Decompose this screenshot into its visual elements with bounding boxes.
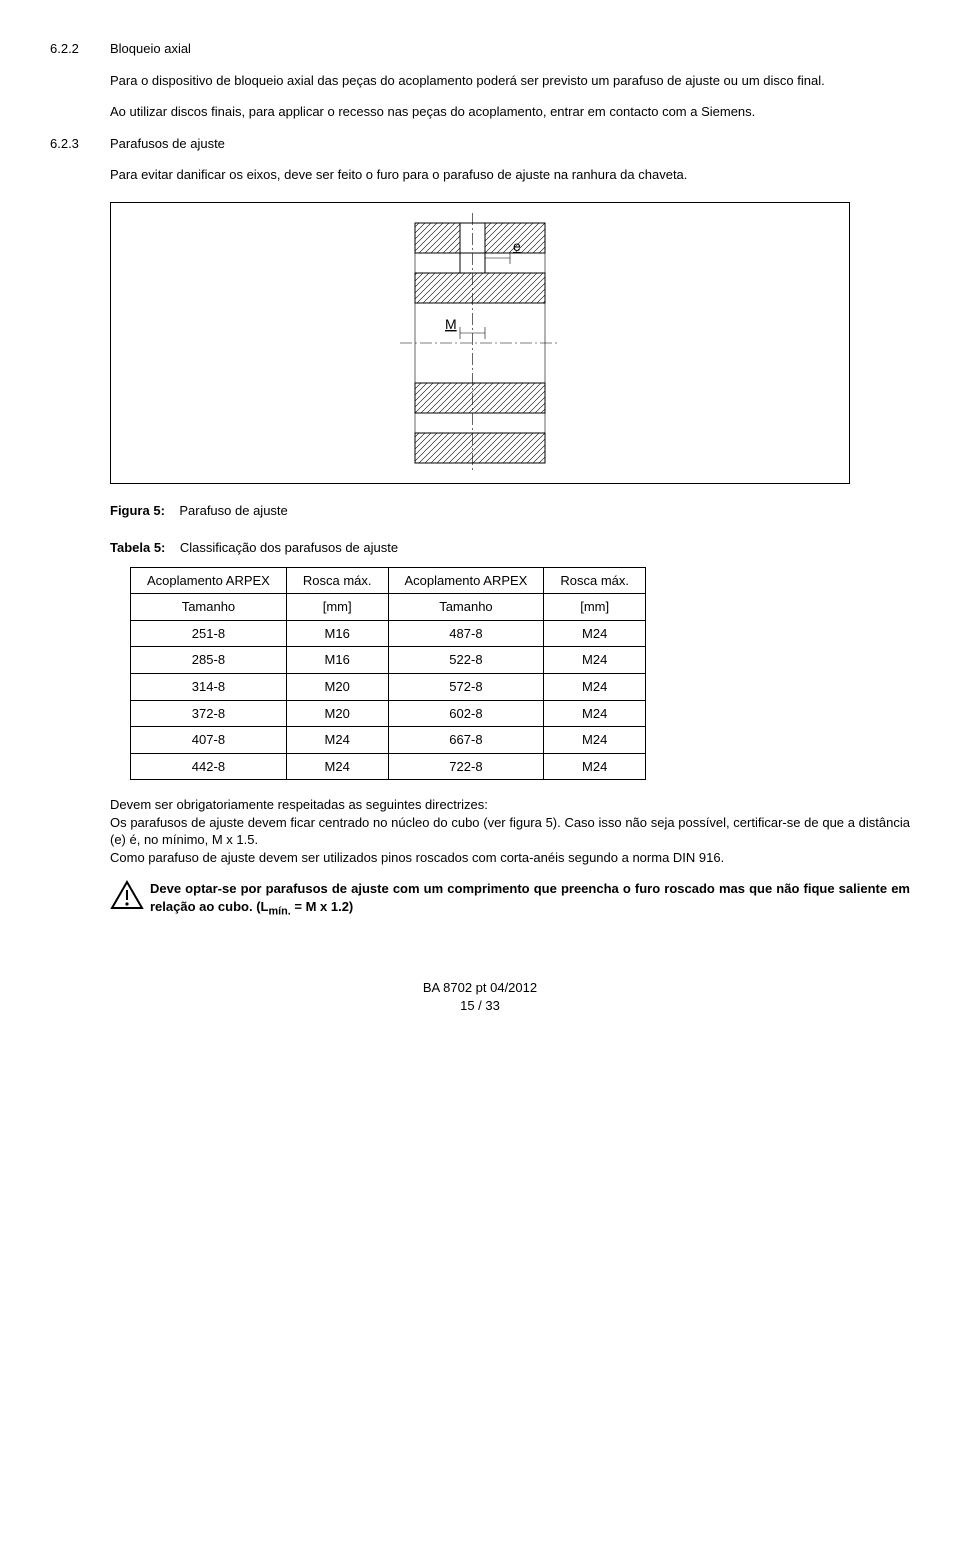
section-title: Parafusos de ajuste (110, 135, 910, 153)
table-cell: 285-8 (131, 647, 287, 674)
table-cell: 722-8 (388, 753, 544, 780)
para-623-1: Para evitar danificar os eixos, deve ser… (110, 166, 910, 184)
section-heading-623: 6.2.3 Parafusos de ajuste (50, 135, 910, 153)
warning-icon (110, 880, 150, 910)
table-cell: M24 (544, 753, 646, 780)
table-cell: M24 (544, 647, 646, 674)
guidelines-3: Como parafuso de ajuste devem ser utiliz… (110, 849, 910, 867)
footer-line-1: BA 8702 pt 04/2012 (50, 979, 910, 997)
table-cell: M24 (286, 753, 388, 780)
figure-label: Figura 5: (110, 503, 165, 518)
th: Acoplamento ARPEX (131, 567, 287, 594)
section-heading-622: 6.2.2 Bloqueio axial (50, 40, 910, 58)
table-header-row-2: Tamanho [mm] Tamanho [mm] (131, 594, 646, 621)
table-cell: M20 (286, 674, 388, 701)
table-cell: M24 (544, 620, 646, 647)
dim-e-label: e (513, 238, 521, 254)
guidelines-1: Devem ser obrigatoriamente respeitadas a… (110, 796, 910, 814)
table-cell: 372-8 (131, 700, 287, 727)
table-row: 372-8M20602-8M24 (131, 700, 646, 727)
th: [mm] (286, 594, 388, 621)
para-622-1: Para o dispositivo de bloqueio axial das… (110, 72, 910, 90)
warning-text: Deve optar-se por parafusos de ajuste co… (150, 880, 910, 919)
table-caption-text: Classificação dos parafusos de ajuste (180, 540, 398, 555)
figure-5-diagram: e M (345, 213, 615, 473)
table-row: 251-8M16487-8M24 (131, 620, 646, 647)
table-cell: 667-8 (388, 727, 544, 754)
warn-sub: mín. (268, 906, 290, 918)
table-cell: M24 (544, 700, 646, 727)
table-cell: 572-8 (388, 674, 544, 701)
dim-m-label: M (445, 316, 457, 332)
warn-post: = M x 1.2) (291, 899, 354, 914)
table-row: 285-8M16522-8M24 (131, 647, 646, 674)
guidelines-2: Os parafusos de ajuste devem ficar centr… (110, 814, 910, 849)
table-cell: 314-8 (131, 674, 287, 701)
table-header-row-1: Acoplamento ARPEX Rosca máx. Acoplamento… (131, 567, 646, 594)
section-num: 6.2.2 (50, 40, 110, 58)
footer-line-2: 15 / 33 (50, 997, 910, 1015)
table-cell: 602-8 (388, 700, 544, 727)
para-622-2: Ao utilizar discos finais, para applicar… (110, 103, 910, 121)
warning-block: Deve optar-se por parafusos de ajuste co… (110, 880, 910, 919)
table-row: 407-8M24667-8M24 (131, 727, 646, 754)
table-cell: 522-8 (388, 647, 544, 674)
table-cell: 487-8 (388, 620, 544, 647)
table-cell: 407-8 (131, 727, 287, 754)
table-cell: 251-8 (131, 620, 287, 647)
section-num: 6.2.3 (50, 135, 110, 153)
table-cell: M24 (286, 727, 388, 754)
page-footer: BA 8702 pt 04/2012 15 / 33 (50, 979, 910, 1014)
th: [mm] (544, 594, 646, 621)
table-row: 442-8M24722-8M24 (131, 753, 646, 780)
th: Rosca máx. (286, 567, 388, 594)
table-cell: M24 (544, 727, 646, 754)
table-cell: M20 (286, 700, 388, 727)
figure-5-box: e M (110, 202, 850, 484)
table-label: Tabela 5: (110, 540, 165, 555)
th: Tamanho (131, 594, 287, 621)
th: Tamanho (388, 594, 544, 621)
th: Acoplamento ARPEX (388, 567, 544, 594)
figure-5-caption: Figura 5: Parafuso de ajuste (110, 502, 910, 520)
table-cell: M16 (286, 620, 388, 647)
dim-m: M (445, 316, 485, 339)
table-5-caption: Tabela 5: Classificação dos parafusos de… (110, 539, 910, 557)
section-title: Bloqueio axial (110, 40, 910, 58)
warn-pre: Deve optar-se por parafusos de ajuste co… (150, 881, 910, 914)
table-cell: M24 (544, 674, 646, 701)
table-cell: M16 (286, 647, 388, 674)
table-5: Acoplamento ARPEX Rosca máx. Acoplamento… (130, 567, 646, 780)
figure-caption-text: Parafuso de ajuste (179, 503, 287, 518)
th: Rosca máx. (544, 567, 646, 594)
table-row: 314-8M20572-8M24 (131, 674, 646, 701)
table-cell: 442-8 (131, 753, 287, 780)
